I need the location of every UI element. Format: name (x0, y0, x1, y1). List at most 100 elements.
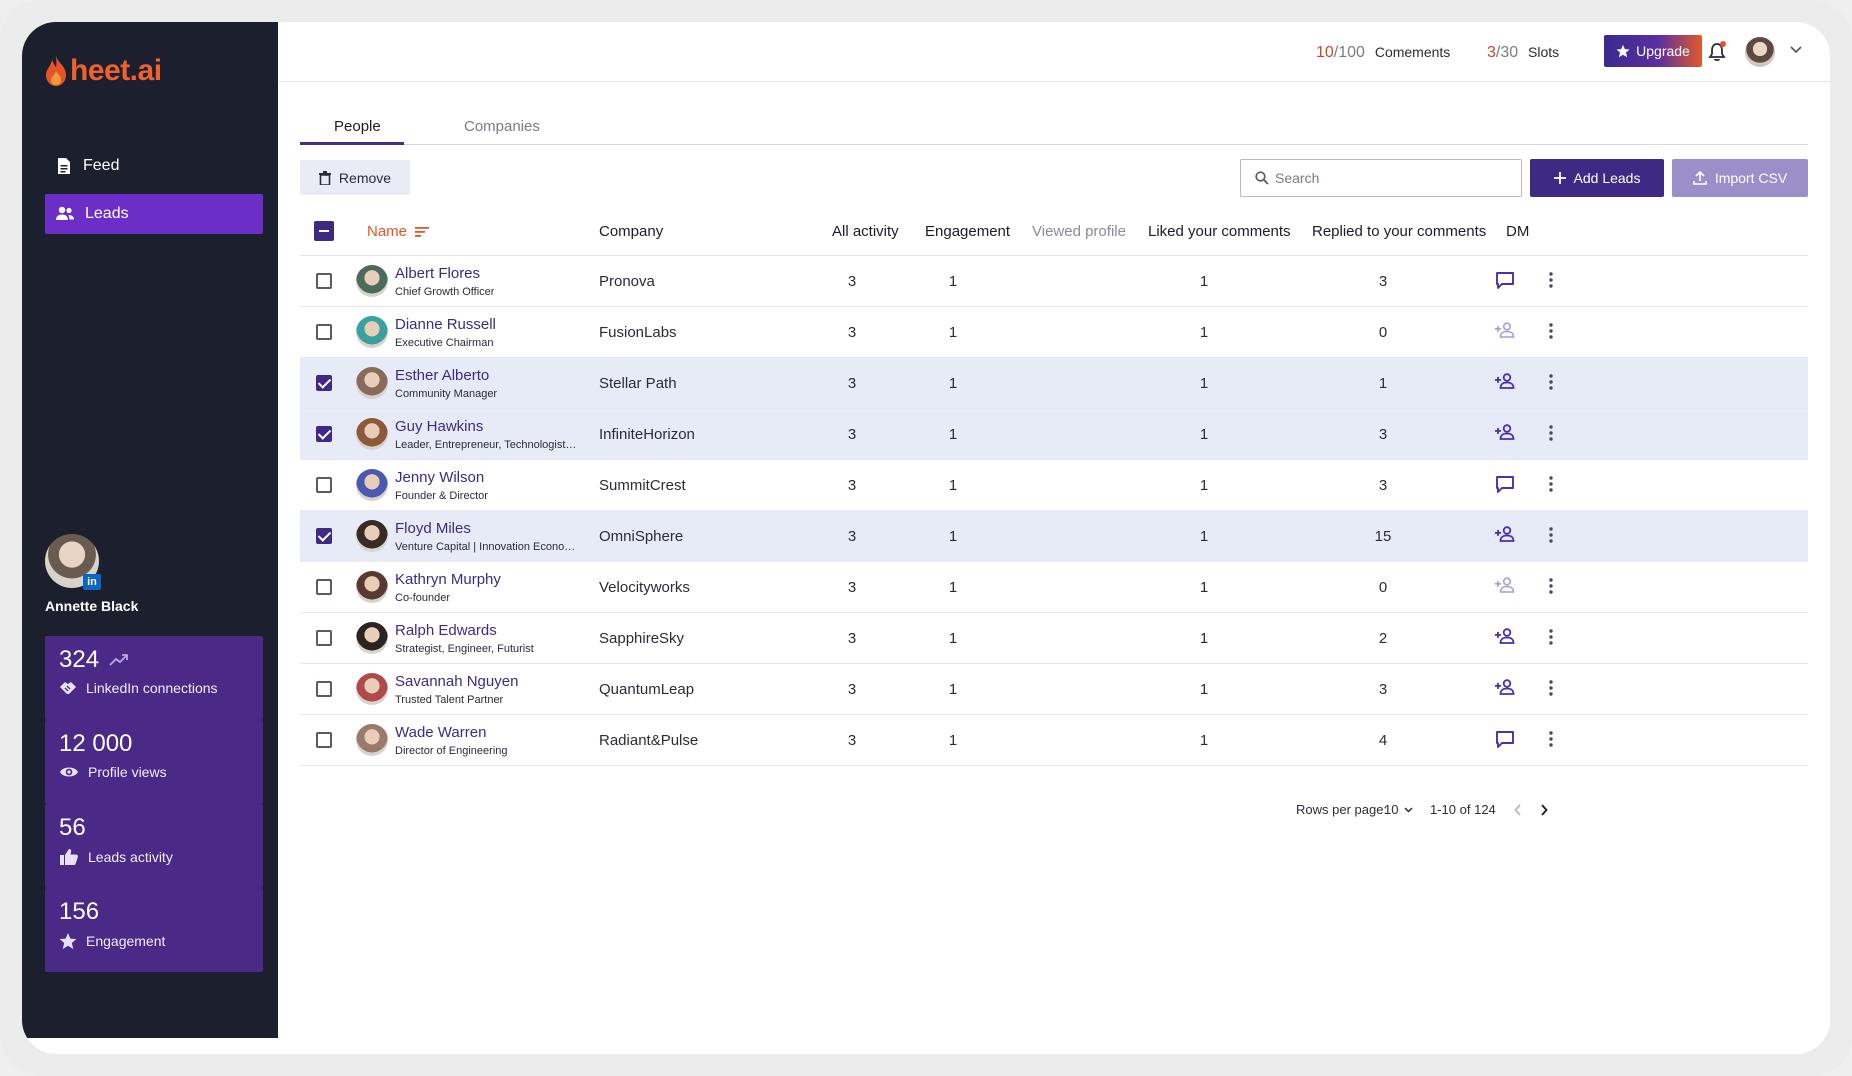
add-person-icon[interactable] (1495, 424, 1517, 445)
chevron-left-icon[interactable] (1514, 804, 1522, 816)
row-checkbox[interactable] (316, 528, 332, 544)
message-icon[interactable] (1495, 271, 1515, 294)
add-person-light-icon[interactable] (1495, 322, 1517, 343)
more-vertical-icon[interactable] (1549, 323, 1553, 344)
column-header-label: Name (367, 223, 408, 240)
lead-company: Pronova (599, 273, 655, 290)
star-icon (1616, 44, 1630, 58)
add-person-icon[interactable] (1495, 526, 1517, 547)
table-row[interactable]: Esther Alberto Community Manager Stellar P… (300, 358, 1808, 409)
import-csv-button[interactable]: Import CSV (1672, 159, 1808, 197)
lead-name[interactable]: Jenny Wilson (395, 469, 485, 486)
row-checkbox[interactable] (316, 630, 332, 646)
lead-name[interactable]: Savannah Nguyen (395, 673, 519, 690)
stat-value: 324 (59, 646, 100, 673)
column-header-viewed-profile[interactable]: Viewed profile (1032, 223, 1126, 240)
logo[interactable]: heet.ai (44, 54, 162, 88)
lead-title: Leader, Entrepreneur, Technologist, Inno… (395, 439, 577, 451)
message-icon[interactable] (1495, 730, 1515, 753)
rows-per-page-select[interactable]: 10 (1384, 802, 1413, 817)
lead-liked: 1 (1199, 732, 1209, 749)
chevron-down-icon[interactable] (1790, 46, 1802, 54)
lead-name[interactable]: Esther Alberto (395, 367, 490, 384)
more-vertical-icon[interactable] (1549, 425, 1553, 446)
row-checkbox[interactable] (316, 732, 332, 748)
lead-name[interactable]: Ralph Edwards (395, 622, 497, 639)
table-row[interactable]: Jenny Wilson Founder & Director SummitCres… (300, 460, 1808, 511)
add-person-icon[interactable] (1495, 679, 1517, 700)
column-header-replied[interactable]: Replied to your comments (1312, 223, 1487, 240)
row-checkbox[interactable] (316, 375, 332, 391)
select-all-checkbox[interactable] (314, 221, 334, 241)
search-input[interactable] (1275, 170, 1495, 186)
chevron-right-icon[interactable] (1540, 804, 1548, 816)
stat-card-profile-views: 12 000 Profile views (45, 720, 263, 804)
stat-value: 156 (59, 898, 100, 925)
column-header-engagement[interactable]: Engagement (925, 223, 1011, 240)
lead-name[interactable]: Floyd Miles (395, 520, 471, 537)
table-row[interactable]: Kathryn Murphy Co-founder Velocityworks 3 1 1… (300, 562, 1808, 613)
table-row[interactable]: Savannah Nguyen Trusted Talent Partner Qua… (300, 664, 1808, 715)
more-vertical-icon[interactable] (1549, 272, 1553, 293)
more-vertical-icon[interactable] (1549, 527, 1553, 548)
lead-name[interactable]: Wade Warren (395, 724, 487, 741)
lead-name[interactable]: Albert Flores (395, 265, 481, 282)
lead-name[interactable]: Kathryn Murphy (395, 571, 501, 588)
user-profile[interactable]: in Annette Black (45, 534, 138, 614)
sidebar-nav: Feed Leads (45, 146, 263, 242)
more-vertical-icon[interactable] (1549, 629, 1553, 650)
column-header-company[interactable]: Company (599, 223, 664, 240)
add-person-light-icon[interactable] (1495, 577, 1517, 598)
lead-all-activity: 3 (847, 528, 857, 545)
search-box[interactable] (1240, 159, 1522, 197)
more-vertical-icon[interactable] (1549, 578, 1553, 599)
avatar (356, 418, 388, 450)
row-checkbox[interactable] (316, 681, 332, 697)
row-checkbox[interactable] (316, 273, 332, 289)
message-icon[interactable] (1495, 475, 1515, 498)
column-header-dm[interactable]: DM (1506, 223, 1530, 240)
tab-people[interactable]: People (334, 118, 381, 135)
table-row[interactable]: Dianne Russell Executive Chairman FusionLa… (300, 307, 1808, 358)
tab-companies[interactable]: Companies (464, 118, 540, 135)
column-header-liked[interactable]: Liked your comments (1148, 223, 1291, 240)
remove-button[interactable]: Remove (300, 160, 410, 195)
row-checkbox[interactable] (316, 477, 332, 493)
add-leads-button[interactable]: Add Leads (1530, 159, 1664, 197)
table-row[interactable]: Floyd Miles Venture Capital | Innovation … (300, 511, 1808, 562)
lead-liked: 1 (1199, 426, 1209, 443)
slots-used: 3 (1487, 44, 1496, 61)
table-body: Albert Flores Chief Growth Officer Pronova… (300, 256, 1808, 766)
lead-liked: 1 (1199, 477, 1209, 494)
upgrade-button[interactable]: Upgrade (1604, 35, 1702, 67)
row-checkbox[interactable] (316, 426, 332, 442)
lead-name[interactable]: Guy Hawkins (395, 418, 484, 435)
lead-title: Strategist, Engineer, Futurist (395, 643, 534, 655)
add-person-icon[interactable] (1495, 373, 1517, 394)
lead-liked: 1 (1199, 324, 1209, 341)
lead-title: Co-founder (395, 592, 451, 604)
lead-all-activity: 3 (847, 273, 857, 290)
avatar: in (45, 534, 101, 590)
lead-name[interactable]: Dianne Russell (395, 316, 496, 333)
more-vertical-icon[interactable] (1549, 374, 1553, 395)
table-row[interactable]: Ralph Edwards Strategist, Engineer, Futur… (300, 613, 1808, 664)
avatar[interactable] (1745, 37, 1775, 67)
table-row[interactable]: Albert Flores Chief Growth Officer Pronova… (300, 256, 1808, 307)
row-checkbox[interactable] (316, 579, 332, 595)
table-row[interactable]: Wade Warren Director of Engineering Radian… (300, 715, 1808, 766)
sidebar-item-feed[interactable]: Feed (45, 146, 263, 186)
more-vertical-icon[interactable] (1549, 680, 1553, 701)
row-checkbox[interactable] (316, 324, 332, 340)
more-vertical-icon[interactable] (1549, 731, 1553, 752)
column-header-name[interactable]: Name (367, 223, 430, 240)
table-row[interactable]: Guy Hawkins Leader, Entrepreneur, Technol… (300, 409, 1808, 460)
sidebar-item-leads[interactable]: Leads (45, 194, 263, 234)
add-person-icon[interactable] (1495, 628, 1517, 649)
lead-title: Founder & Director (395, 490, 488, 502)
stat-card-leads-activity: 56 Leads activity (45, 804, 263, 888)
avatar (356, 673, 388, 705)
column-header-all-activity[interactable]: All activity (832, 223, 899, 240)
more-vertical-icon[interactable] (1549, 476, 1553, 497)
upload-icon (1693, 171, 1707, 185)
